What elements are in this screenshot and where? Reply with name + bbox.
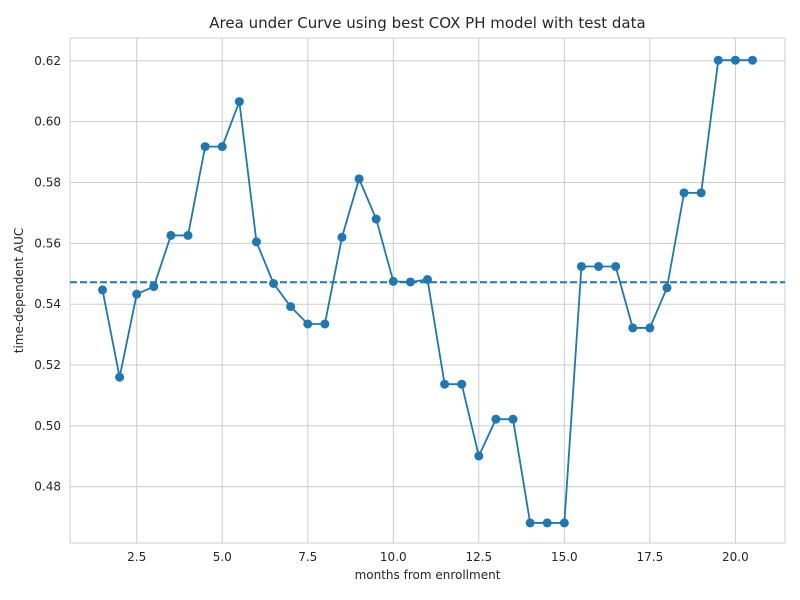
x-tick-label: 15.0 bbox=[551, 550, 578, 564]
y-tick-label: 0.58 bbox=[34, 176, 61, 190]
data-point bbox=[662, 283, 672, 293]
data-point bbox=[354, 174, 364, 184]
data-point bbox=[713, 55, 723, 65]
x-tick-labels: 2.5 5.0 7.5 10.0 12.5 15.0 17.5 20.0 bbox=[127, 550, 749, 564]
x-tick-label: 12.5 bbox=[465, 550, 492, 564]
y-tick-label: 0.60 bbox=[34, 115, 61, 129]
y-tick-label: 0.56 bbox=[34, 236, 61, 250]
grid-lines bbox=[70, 38, 785, 543]
data-point bbox=[748, 55, 757, 65]
data-point bbox=[98, 285, 107, 295]
data-point bbox=[423, 275, 432, 285]
data-point bbox=[440, 379, 450, 389]
data-point bbox=[611, 261, 621, 271]
x-tick-label: 2.5 bbox=[127, 550, 146, 564]
data-point bbox=[320, 319, 330, 329]
data-point bbox=[405, 277, 415, 287]
data-point bbox=[474, 451, 484, 461]
data-point bbox=[679, 188, 689, 198]
data-point bbox=[200, 142, 210, 152]
data-point bbox=[166, 230, 176, 240]
data-point bbox=[337, 232, 347, 242]
series-line bbox=[101, 59, 753, 524]
data-point bbox=[525, 518, 535, 528]
x-tick-label: 5.0 bbox=[213, 550, 232, 564]
data-point bbox=[132, 289, 142, 299]
x-tick-label: 10.0 bbox=[380, 550, 407, 564]
data-point bbox=[217, 142, 227, 152]
data-point bbox=[115, 372, 125, 382]
data-point bbox=[303, 319, 313, 329]
data-point bbox=[594, 261, 604, 271]
data-point bbox=[234, 97, 244, 107]
data-point bbox=[576, 261, 586, 271]
data-point bbox=[645, 323, 655, 333]
y-tick-label: 0.54 bbox=[34, 297, 61, 311]
data-point bbox=[542, 518, 552, 528]
y-tick-label: 0.62 bbox=[34, 54, 61, 68]
data-point bbox=[149, 282, 159, 292]
data-point bbox=[508, 414, 518, 424]
data-point bbox=[251, 237, 261, 247]
data-point bbox=[183, 230, 193, 240]
data-point bbox=[388, 276, 398, 286]
x-tick-label: 20.0 bbox=[722, 550, 749, 564]
x-tick-label: 7.5 bbox=[298, 550, 317, 564]
y-tick-labels: 0.48 0.50 0.52 0.54 0.56 0.58 0.60 0.62 bbox=[34, 54, 61, 494]
chart-title: Area under Curve using best COX PH model… bbox=[209, 14, 645, 32]
data-point bbox=[491, 414, 501, 424]
data-point bbox=[269, 279, 279, 289]
plot-frame bbox=[69, 37, 786, 544]
data-point bbox=[628, 323, 638, 333]
y-tick-label: 0.52 bbox=[34, 358, 61, 372]
data-point bbox=[559, 518, 569, 528]
series-group bbox=[98, 55, 757, 528]
data-point bbox=[696, 188, 706, 198]
data-point bbox=[371, 214, 381, 224]
data-point bbox=[457, 379, 467, 389]
data-point bbox=[286, 302, 296, 312]
data-point bbox=[730, 55, 740, 65]
y-tick-label: 0.48 bbox=[34, 480, 61, 494]
y-axis-label: time-dependent AUC bbox=[12, 228, 26, 354]
y-tick-label: 0.50 bbox=[34, 419, 61, 433]
x-tick-label: 17.5 bbox=[637, 550, 664, 564]
x-axis-label: months from enrollment bbox=[355, 568, 501, 582]
